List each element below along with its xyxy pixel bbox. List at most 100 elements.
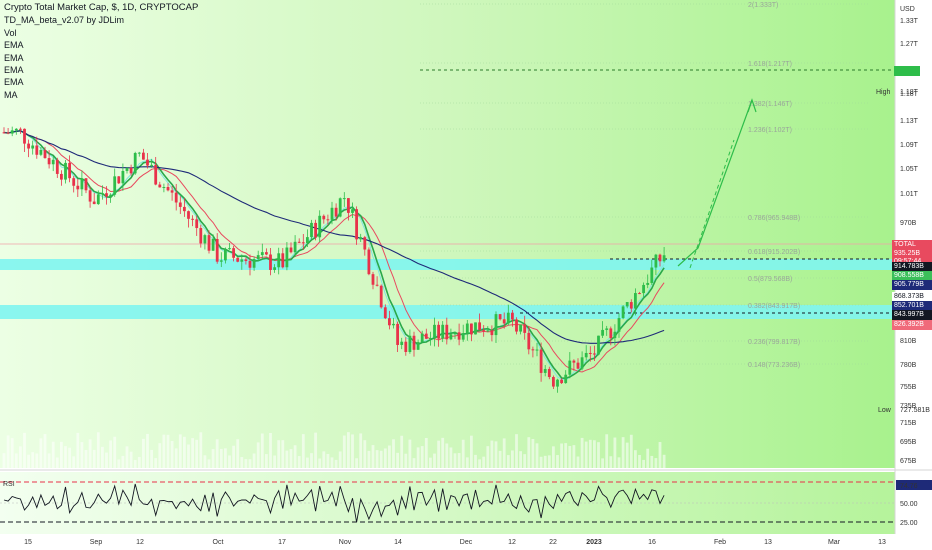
volume-bar [195,439,199,468]
volume-bar [183,436,186,468]
candle-body [154,164,158,185]
candle-body [470,323,473,335]
ema-slow-line [3,130,665,344]
candle-body [650,267,654,283]
volume-bar [256,442,260,468]
fib-label: 0.786(965.948B) [748,215,800,222]
volume-bar [187,444,190,468]
volume-bar [457,453,461,468]
volume-bar [424,437,428,468]
candle-body [437,324,440,339]
study-ema-1[interactable]: EMA [4,40,24,51]
candle-body [412,335,416,350]
volume-bar [273,455,276,468]
candle-body [515,319,518,332]
volume-bar [23,432,26,468]
volume-bar [539,456,543,468]
candle-body [174,192,178,203]
study-vol[interactable]: Vol [4,27,17,38]
volume-bar [105,452,108,468]
price-axis-tick: 1.09T [900,142,919,149]
candle-body [166,187,170,191]
candle-body [560,379,563,384]
candle-body [351,209,354,213]
candle-body [556,379,559,387]
candle-body [117,176,121,184]
candle-body [43,150,47,159]
candle-body [388,318,391,326]
volume-bar [64,446,67,468]
volume-bar [166,434,170,468]
candle-body [441,324,445,339]
candle-body [219,260,223,262]
candle-body [76,185,80,190]
candle-body [187,211,190,219]
volume-bar [301,434,305,468]
volume-bar [338,451,342,468]
candle-body [490,330,494,336]
indicator-name[interactable]: TD_MA_beta_v2.07 by JDLim [4,15,125,26]
volume-bar [137,456,141,468]
candle-body [613,331,617,339]
fib-label: 0.5(879.568B) [748,276,792,283]
candle-body [408,335,412,352]
volume-bar [383,448,387,468]
symbol-title[interactable]: Crypto Total Market Cap, $, 1D, CRYPTOCA… [4,2,199,13]
candle-body [244,259,248,262]
study-ma[interactable]: MA [4,89,18,100]
volume-bar [293,445,297,468]
time-axis-tick: Sep [90,539,103,546]
volume-bar [375,450,379,468]
volume-bar [441,437,445,468]
candle-body [621,306,625,319]
candle-body [207,235,211,251]
volume-bar [326,453,330,468]
volume-bar [150,449,153,468]
volume-bar [146,433,149,468]
volume-bar [416,447,420,468]
candle-body [228,248,231,250]
candle-body [92,201,96,205]
volume-bar [297,456,301,468]
volume-bar [515,434,518,468]
volume-bar [43,434,47,468]
candle-body [326,219,330,221]
candle-body [211,238,215,251]
price-axis-tick: 1.18T [900,91,919,98]
candle-body [494,314,498,336]
candle-body [609,328,613,339]
fib-label: 0.618(915.202B) [748,249,800,256]
volume-bar [133,459,137,468]
candle-body [527,332,531,350]
candle-body [248,261,252,268]
volume-bar [613,437,617,468]
support-zone [0,305,895,319]
volume-bar [498,450,502,468]
rsi-tick-25: 25.00 [900,520,918,527]
volume-bar [170,441,174,468]
volume-bar [322,451,326,468]
rsi-line [3,483,665,523]
candle-body [113,176,117,195]
study-ema-3[interactable]: EMA [4,65,24,76]
candle-body [158,184,162,188]
volume-bar [535,443,539,468]
candle-body [564,374,568,384]
price-axis-tick: 755B [900,384,917,391]
volume-bar [560,443,563,468]
study-ema-4[interactable]: EMA [4,77,24,88]
candle-body [2,132,6,134]
volume-bar [396,452,399,468]
study-ema-2[interactable]: EMA [4,52,24,63]
volume-bar [490,440,494,468]
volume-bar [92,449,96,468]
volume-bar [482,456,486,468]
volume-bar [80,442,84,468]
price-axis-tick: 810B [900,338,917,345]
candle-body [420,333,424,343]
volume-bar [355,458,358,468]
volume-bar [658,442,662,468]
rsi-value-tag [896,480,932,490]
candle-body [64,162,67,180]
